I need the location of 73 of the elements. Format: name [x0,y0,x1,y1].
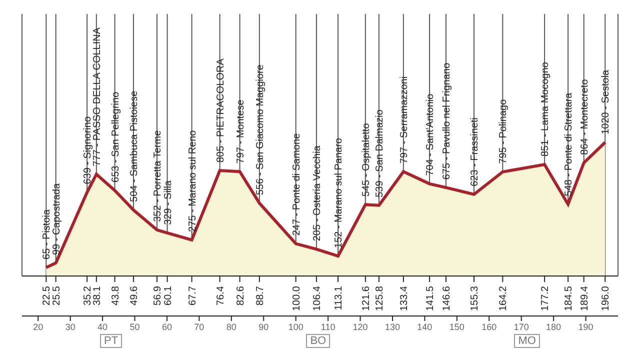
x2-tick-label: 40 [98,322,108,332]
x-tick-label: 76.4 [215,286,226,306]
x-tick-label: 184.5 [564,286,575,312]
data-label: 797 - Serramazzoni [398,76,410,164]
x-tick-label: 67.7 [187,286,198,306]
data-label: 851 - Lama Mocogno [540,62,552,157]
x2-tick-label: 60 [162,322,172,332]
data-label: 504 - Sambuca Pistoiese [128,90,140,202]
text: PT [100,334,122,348]
x2-tick-label: 160 [482,322,497,332]
x2-tick-label: 130 [384,322,400,332]
data-label: 247 - Ponte di Samone [291,132,302,236]
x-tick-label: 113.1 [334,286,345,310]
x2-tick-label: 190 [578,322,594,332]
x-tick-label: 100.0 [291,286,302,312]
data-label: 152 - Marano sul Panaro [334,138,345,248]
x-tick-label: 155.3 [469,286,480,312]
x-tick-label: 133.4 [398,286,410,312]
x2-tick-label: 180 [546,322,562,332]
x2-tick-label: 150 [449,322,464,332]
data-label: 548 - Ponte di Strettara [564,92,575,196]
data-label: 805 - PIETRACOLORA [215,58,226,163]
data-label: 623 - Frassineti [469,117,480,186]
x2-tick-label: 50 [130,322,140,332]
data-label: 65 - Pistoia [42,209,53,260]
x-tick-label: 177.2 [540,286,552,312]
data-label: 556 - San Giacomo Maggiore [254,64,266,196]
x-tick-label: 164.2 [498,286,510,312]
x-tick-label: 38.1 [92,286,103,306]
data-label: 795 - Polinago [498,98,510,164]
x2-tick-label: 30 [65,322,76,332]
x-tick-label: 49.6 [128,286,140,306]
x-tick-label: 60.1 [162,286,174,306]
data-label: 797 - Montese [235,99,246,164]
x-tick-label: 125.8 [374,286,386,312]
data-label: 545 - Ospitaletto [360,122,372,197]
x-tick-label: 196.0 [600,286,612,312]
x-tick-label: 189.4 [579,286,590,312]
data-label: 99 - Capostrada [51,182,62,256]
data-label: 205 - Osteria Vecchia [312,145,323,242]
x-tick-label: 141.5 [425,286,436,312]
x-tick-label: 82.6 [235,286,246,306]
data-label: 352 - Porretta Terme [152,130,164,222]
data-label: 329 - Silla [162,180,174,225]
x-tick-label: 22.5 [42,286,53,306]
text: MO [514,334,540,348]
x2-tick-label: 170 [514,322,529,332]
x2-tick-label: 140 [417,322,432,332]
x2-tick-label: 120 [352,322,368,332]
x2-tick-label: 110 [320,322,336,332]
x-tick-label: 43.8 [110,286,122,306]
data-label: 864 - Montecreto [579,78,590,155]
x-tick-label: 25.5 [51,286,62,306]
data-label: 275 - Marano sul Reno [187,130,198,232]
text: BO [306,334,330,348]
x-tick-label: 35.2 [82,286,94,306]
x2-tick-label: 80 [226,322,236,332]
x-tick-label: 56.9 [152,286,164,306]
data-label: 675 - Pavullo nel Frignano [441,62,452,180]
x-tick-label: 121.6 [360,286,372,312]
data-label: 1020 - Sestola [600,69,612,134]
data-label: 639 - Signorino [82,116,94,184]
data-label: 777 - PASSO DELLA COLLINA [92,27,103,166]
x2-tick-label: 100 [288,322,304,332]
x-tick-label: 146.6 [441,286,452,312]
x2-tick-label: 70 [194,322,204,332]
x2-tick-label: 20 [33,322,44,332]
data-label: 539 - San Dalmazio [374,109,386,198]
data-label: 704 - Sant'Antonio [425,93,436,176]
data-label: 653 - San Pellegrino [110,91,122,182]
x2-tick-label: 90 [258,322,269,332]
x-tick-label: 106.4 [312,286,323,312]
x-tick-label: 88.7 [254,286,266,306]
